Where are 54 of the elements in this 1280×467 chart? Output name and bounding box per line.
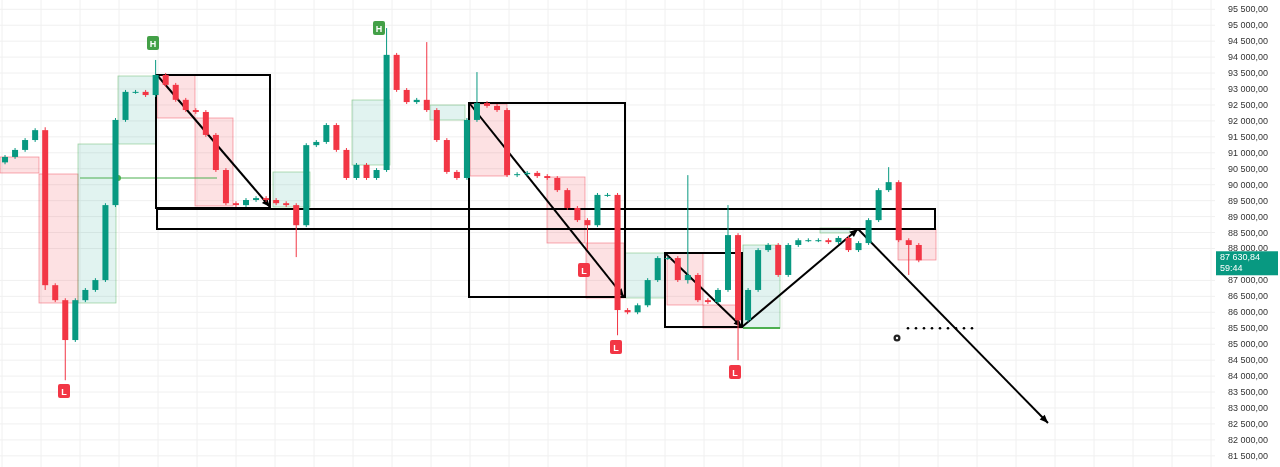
candlestick (253, 195, 260, 203)
y-tick-label: 83 500,00 (1227, 387, 1268, 398)
candlestick (273, 197, 280, 206)
candlestick (52, 282, 59, 303)
y-tick-label: 93 500,00 (1227, 68, 1268, 79)
y-tick-label: 86 500,00 (1227, 291, 1268, 302)
candlestick (473, 71, 480, 123)
candlestick (915, 242, 922, 263)
y-tick-label: 89 000,00 (1227, 211, 1268, 222)
y-tick-label: 95 000,00 (1227, 20, 1268, 31)
candlestick (674, 255, 681, 283)
candlestick (202, 109, 209, 138)
y-tick-label: 90 000,00 (1227, 179, 1268, 190)
y-tick-label: 81 500,00 (1227, 450, 1268, 461)
candlestick (885, 166, 892, 193)
y-tick-label: 92 500,00 (1227, 99, 1268, 110)
candlestick (684, 174, 691, 285)
y-tick-label: 92 000,00 (1227, 115, 1268, 126)
y-tick-label: 91 000,00 (1227, 147, 1268, 158)
candlestick (494, 103, 501, 113)
candlestick (584, 217, 591, 251)
text: 87 630,84 (1220, 251, 1261, 262)
y-tick-label: 84 000,00 (1227, 371, 1268, 382)
y-tick-label: 84 500,00 (1227, 355, 1268, 366)
y-tick-label: 86 000,00 (1227, 307, 1268, 318)
candlestick (152, 59, 159, 98)
y-tick-label: 87 000,00 (1227, 275, 1268, 286)
y-tick-label: 89 500,00 (1227, 195, 1268, 206)
y-tick-label: 94 500,00 (1227, 36, 1268, 47)
candlestick (323, 122, 330, 145)
y-tick-label: 85 500,00 (1227, 323, 1268, 334)
candlestick (172, 82, 179, 103)
candlestick (905, 237, 912, 276)
candlestick (423, 41, 430, 113)
candlestick (865, 217, 872, 246)
y-tick-label: 93 000,00 (1227, 84, 1268, 94)
candlestick (293, 202, 300, 258)
y-tick-label: 88 500,00 (1227, 227, 1268, 238)
y-tick-label: 82 500,00 (1227, 418, 1268, 429)
y-tick-label: 88 000,00 (1227, 243, 1268, 254)
y-tick-label: 85 000,00 (1227, 339, 1268, 350)
candlestick (654, 255, 661, 283)
y-tick-label: 82 000,00 (1227, 434, 1268, 445)
candlestick (514, 171, 521, 178)
y-tick-label: 83 000,00 (1227, 402, 1268, 413)
y-tick-label: 95 500,00 (1227, 4, 1268, 15)
candlestick (704, 297, 711, 305)
y-tick-label: 90 500,00 (1227, 163, 1268, 174)
y-tick-label: 94 000,00 (1227, 52, 1268, 63)
candlestick (564, 187, 571, 211)
text: 59:44 (1220, 262, 1243, 273)
candlestick (484, 100, 490, 109)
y-tick-label: 91 500,00 (1227, 131, 1268, 142)
candlestick (232, 200, 239, 208)
